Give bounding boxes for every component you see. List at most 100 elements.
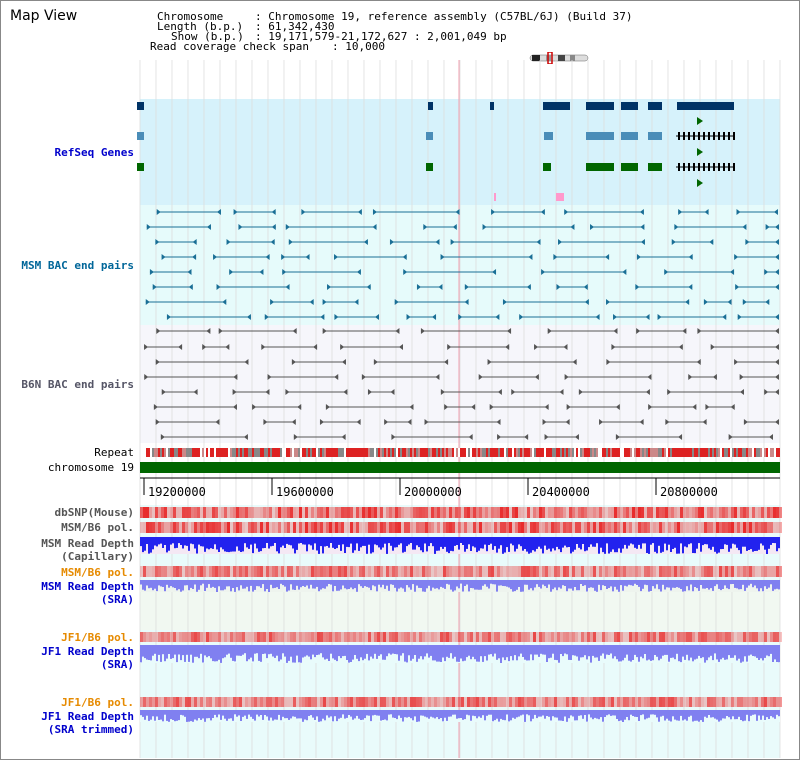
read-depth-bar (182, 645, 184, 655)
read-depth-bar (294, 537, 296, 553)
polymorphism-cell (755, 566, 758, 577)
read-depth-bar (436, 580, 438, 588)
polymorphism-cell (671, 507, 674, 518)
polymorphism-cell (755, 697, 758, 707)
read-depth-bar (430, 710, 432, 717)
polymorphism-cell (575, 566, 578, 577)
read-depth-bar (370, 710, 372, 721)
read-depth-bar (534, 580, 536, 588)
repeat-block (470, 448, 472, 457)
polymorphism-cell (347, 566, 350, 577)
polymorphism-cell (704, 507, 707, 518)
polymorphism-cell (593, 697, 596, 707)
polymorphism-cell (329, 507, 332, 518)
read-depth-bar (480, 710, 482, 718)
jf1-depth-trimmed-label[interactable]: JF1 Read Depth (41, 710, 134, 723)
polymorphism-cell (557, 566, 560, 577)
repeat-block (696, 448, 698, 457)
msm-b6-pol-sra-label[interactable]: MSM/B6 pol. (61, 566, 134, 579)
polymorphism-cell (464, 522, 467, 533)
read-depth-bar (306, 537, 308, 551)
read-depth-bar (756, 537, 758, 551)
polymorphism-cell (707, 697, 710, 707)
read-depth-bar (324, 537, 326, 547)
jf1-b6-pol-label[interactable]: JF1/B6 pol. (61, 631, 134, 644)
read-depth-bar (408, 580, 410, 587)
polymorphism-cell (314, 697, 317, 707)
polymorphism-cell (761, 507, 764, 518)
read-depth-bar (644, 537, 646, 543)
repeat-block (552, 448, 554, 457)
polymorphism-cell (299, 522, 302, 533)
polymorphism-cell (149, 507, 152, 518)
read-depth-bar (348, 537, 350, 547)
polymorphism-cell (212, 632, 215, 642)
read-depth-bar (578, 580, 580, 590)
polymorphism-cell (536, 507, 539, 518)
polymorphism-cell (680, 522, 683, 533)
read-depth-bar (396, 580, 398, 592)
msm-b6-pol-label[interactable]: MSM/B6 pol. (61, 521, 134, 534)
polymorphism-cell (434, 697, 437, 707)
read-depth-bar (172, 580, 174, 587)
polymorphism-cell (362, 566, 365, 577)
read-depth-bar (664, 710, 666, 721)
read-depth-bar (586, 580, 588, 592)
b6n-bac-label[interactable]: B6N BAC end pairs (21, 378, 134, 391)
polymorphism-cell (515, 522, 518, 533)
repeat-block (436, 448, 438, 457)
read-depth-bar (252, 645, 254, 661)
repeat-block (722, 448, 724, 457)
read-depth-bar (422, 537, 424, 552)
read-depth-bar (446, 645, 448, 657)
read-depth-bar (244, 537, 246, 543)
read-depth-bar (466, 537, 468, 549)
msm-depth-sra-label[interactable]: MSM Read Depth (41, 580, 134, 593)
read-depth-bar (620, 537, 622, 553)
polymorphism-cell (458, 566, 461, 577)
polymorphism-cell (272, 697, 275, 707)
polymorphism-cell (317, 632, 320, 642)
read-depth-bar (506, 710, 508, 715)
jf1-b6-pol-trimmed-label[interactable]: JF1/B6 pol. (61, 696, 134, 709)
polymorphism-cell (179, 522, 182, 533)
read-depth-bar (614, 580, 616, 587)
gene-feature (586, 163, 614, 171)
repeat-block (464, 448, 466, 457)
read-depth-bar (582, 580, 584, 586)
polymorphism-cell (455, 566, 458, 577)
refseq-genes-label[interactable]: RefSeq Genes (55, 146, 134, 159)
read-depth-bar (416, 710, 418, 722)
polymorphism-cell (650, 566, 653, 577)
read-depth-bar (408, 537, 410, 545)
read-depth-bar (706, 710, 708, 718)
read-depth-bar (776, 580, 778, 589)
read-depth-bar (742, 645, 744, 662)
repeat-block (630, 448, 632, 457)
read-depth-bar (152, 710, 154, 716)
read-depth-bar (404, 645, 406, 662)
repeat-block (546, 448, 548, 457)
read-depth-bar (708, 580, 710, 590)
polymorphism-cell (392, 697, 395, 707)
read-depth-bar (166, 537, 168, 552)
read-depth-bar (624, 645, 626, 658)
msm-bac-label[interactable]: MSM BAC end pairs (21, 259, 134, 272)
polymorphism-cell (680, 566, 683, 577)
read-depth-bar (768, 710, 770, 719)
read-depth-bar (272, 580, 274, 588)
jf1-depth-sra-label[interactable]: JF1 Read Depth (41, 645, 134, 658)
read-depth-bar (468, 580, 470, 591)
polymorphism-cell (383, 507, 386, 518)
polymorphism-cell (629, 566, 632, 577)
read-depth-bar (766, 645, 768, 656)
repeat-block (358, 448, 360, 457)
read-depth-bar (362, 710, 364, 720)
read-depth-bar (730, 537, 732, 549)
polymorphism-cell (257, 566, 260, 577)
msm-depth-capillary-label[interactable]: MSM Read Depth (41, 537, 134, 550)
dbsnp-label[interactable]: dbSNP(Mouse) (55, 506, 134, 519)
read-depth-bar (432, 710, 434, 718)
polymorphism-cell (221, 697, 224, 707)
read-depth-bar (504, 710, 506, 720)
